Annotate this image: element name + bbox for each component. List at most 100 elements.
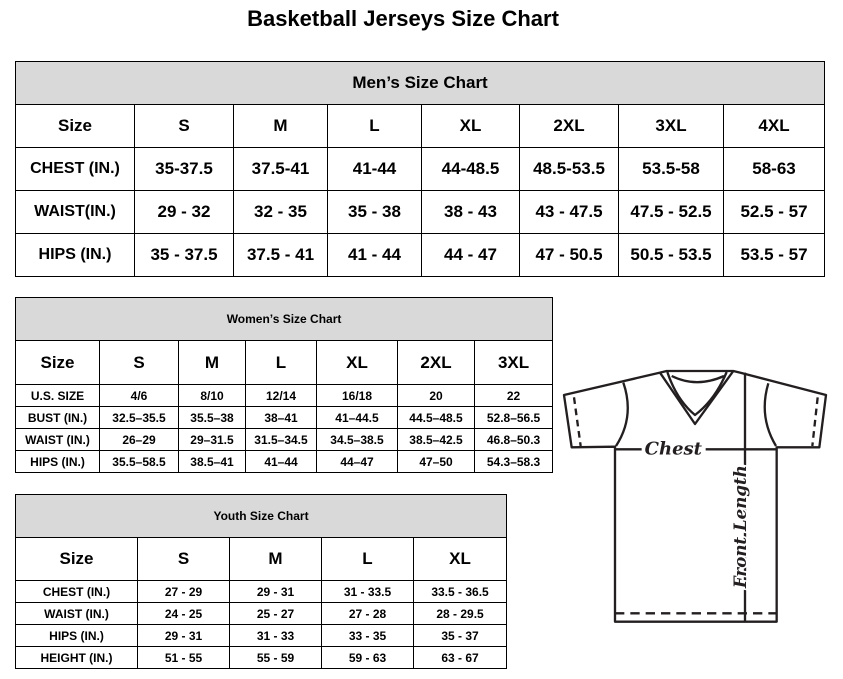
measurement-cell: 38.5–42.5 bbox=[397, 428, 475, 451]
measurement-cell: 59 - 63 bbox=[321, 646, 414, 669]
size-header-cell: L bbox=[321, 537, 414, 581]
measurement-cell: 35 - 37.5 bbox=[134, 233, 234, 277]
men-chart-heading: Men’s Size Chart bbox=[14, 61, 826, 105]
measurement-cell: 35.5–38 bbox=[178, 406, 246, 429]
collar-outer bbox=[659, 370, 735, 426]
row-label-cell: HIPS (IN.) bbox=[15, 624, 138, 647]
size-header-cell: M bbox=[229, 537, 322, 581]
measurement-cell: 37.5-41 bbox=[233, 147, 328, 191]
table-row: HIPS (IN.) 35 - 37.5 37.5 - 41 41 - 44 44 - … bbox=[15, 233, 826, 277]
size-header-cell: L bbox=[327, 104, 422, 148]
measurement-cell: 53.5 - 57 bbox=[722, 233, 826, 277]
right-armhole bbox=[763, 382, 777, 447]
row-label-cell: WAIST (IN.) bbox=[15, 428, 100, 451]
size-header-cell: 3XL bbox=[618, 104, 724, 148]
women-chart-heading: Women’s Size Chart bbox=[14, 297, 554, 341]
measurement-cell: 48.5-53.5 bbox=[519, 147, 619, 191]
measurement-cell: 29–31.5 bbox=[178, 428, 246, 451]
size-header-cell: 2XL bbox=[519, 104, 619, 148]
table-row: HIPS (IN.) 29 - 31 31 - 33 33 - 35 35 - 37 bbox=[15, 624, 508, 647]
table-row: HEIGHT (IN.) 51 - 55 55 - 59 59 - 63 63 - 67 bbox=[15, 646, 508, 669]
youth-heading-row: Youth Size Chart bbox=[14, 494, 508, 538]
measurement-cell: 16/18 bbox=[316, 384, 398, 407]
left-armhole bbox=[615, 382, 629, 447]
measurement-cell: 20 bbox=[397, 384, 475, 407]
collar-band bbox=[671, 374, 725, 384]
measurement-cell: 50.5 - 53.5 bbox=[618, 233, 724, 277]
measurement-cell: 27 - 29 bbox=[137, 580, 230, 603]
measurement-cell: 31 - 33.5 bbox=[321, 580, 414, 603]
table-row: CHEST (IN.) 35-37.5 37.5-41 41-44 44-48.5 48.… bbox=[15, 147, 826, 191]
measurement-cell: 37.5 - 41 bbox=[233, 233, 328, 277]
measurement-cell: 58-63 bbox=[722, 147, 826, 191]
measurement-cell: 47–50 bbox=[397, 450, 475, 473]
size-header-cell: 4XL bbox=[722, 104, 826, 148]
measurement-cell: 44 - 47 bbox=[421, 233, 520, 277]
row-label-cell: HIPS (IN.) bbox=[15, 233, 135, 277]
measurement-cell: 41 - 44 bbox=[327, 233, 422, 277]
measurement-cell: 54.3–58.3 bbox=[473, 450, 554, 473]
measurement-cell: 47.5 - 52.5 bbox=[618, 190, 724, 234]
row-label-cell: CHEST (IN.) bbox=[15, 580, 138, 603]
mens-size-table: Men’s Size Chart Size S M L XL 2XL 3XL 4XL CHEST … bbox=[14, 61, 826, 277]
measurement-cell: 55 - 59 bbox=[229, 646, 322, 669]
measurement-cell: 8/10 bbox=[178, 384, 246, 407]
measurement-cell: 43 - 47.5 bbox=[519, 190, 619, 234]
measurement-cell: 32 - 35 bbox=[233, 190, 328, 234]
size-label-cell: Size bbox=[15, 104, 135, 148]
men-size-row: Size S M L XL 2XL 3XL 4XL bbox=[15, 104, 826, 148]
table-row: WAIST (IN.) 26–29 29–31.5 31.5–34.5 34.5–38.… bbox=[15, 428, 554, 451]
measurement-cell: 25 - 27 bbox=[229, 602, 322, 625]
measurement-cell: 12/14 bbox=[245, 384, 317, 407]
measurement-cell: 26–29 bbox=[99, 428, 179, 451]
size-header-cell: 3XL bbox=[473, 340, 554, 385]
measurement-cell: 27 - 28 bbox=[321, 602, 414, 625]
table-row: HIPS (IN.) 35.5–58.5 38.5–41 41–44 44–47 47–5… bbox=[15, 450, 554, 473]
front-length-label: Front Length bbox=[730, 465, 750, 589]
measurement-cell: 38–41 bbox=[245, 406, 317, 429]
measurement-cell: 33.5 - 36.5 bbox=[412, 580, 508, 603]
row-label-cell: CHEST (IN.) bbox=[15, 147, 135, 191]
table-row: WAIST (IN.) 24 - 25 25 - 27 27 - 28 28 - 29.… bbox=[15, 602, 508, 625]
measurement-cell: 35-37.5 bbox=[134, 147, 234, 191]
size-header-cell: S bbox=[137, 537, 230, 581]
row-label-cell: BUST (IN.) bbox=[15, 406, 100, 429]
measurement-cell: 44.5–48.5 bbox=[397, 406, 475, 429]
measurement-cell: 47 - 50.5 bbox=[519, 233, 619, 277]
size-header-cell: XL bbox=[412, 537, 508, 581]
shirt-outline bbox=[562, 369, 828, 623]
measurement-cell: 34.5–38.5 bbox=[316, 428, 398, 451]
measurement-cell: 53.5-58 bbox=[618, 147, 724, 191]
size-header-cell: 2XL bbox=[397, 340, 475, 385]
measurement-cell: 29 - 32 bbox=[134, 190, 234, 234]
measurement-cell: 63 - 67 bbox=[412, 646, 508, 669]
size-header-cell: L bbox=[245, 340, 317, 385]
measurement-cell: 22 bbox=[473, 384, 554, 407]
table-row: U.S. SIZE 4/6 8/10 12/14 16/18 20 22 bbox=[15, 384, 554, 407]
measurement-cell: 28 - 29.5 bbox=[412, 602, 508, 625]
measurement-cell: 29 - 31 bbox=[229, 580, 322, 603]
size-header-cell: XL bbox=[421, 104, 520, 148]
size-label-cell: Size bbox=[15, 340, 100, 385]
size-header-cell: S bbox=[134, 104, 234, 148]
men-heading-row: Men’s Size Chart bbox=[14, 61, 826, 105]
measurement-cell: 46.8–50.3 bbox=[473, 428, 554, 451]
measurement-cell: 41-44 bbox=[327, 147, 422, 191]
size-header-cell: XL bbox=[316, 340, 398, 385]
measurement-cell: 38.5–41 bbox=[178, 450, 246, 473]
measurement-cell: 4/6 bbox=[99, 384, 179, 407]
measurement-cell: 29 - 31 bbox=[137, 624, 230, 647]
row-label-cell: WAIST(IN.) bbox=[15, 190, 135, 234]
size-header-cell: M bbox=[233, 104, 328, 148]
chest-label: Chest bbox=[645, 438, 703, 459]
measurement-cell: 41–44 bbox=[245, 450, 317, 473]
measurement-cell: 44–47 bbox=[316, 450, 398, 473]
row-label-cell: U.S. SIZE bbox=[15, 384, 100, 407]
women-heading-row: Women’s Size Chart bbox=[14, 297, 554, 341]
measurement-cell: 33 - 35 bbox=[321, 624, 414, 647]
table-row: CHEST (IN.) 27 - 29 29 - 31 31 - 33.5 33.5 -… bbox=[15, 580, 508, 603]
left-sleeve-seam bbox=[572, 397, 582, 447]
youth-size-row: Size S M L XL bbox=[15, 537, 508, 581]
youth-chart-heading: Youth Size Chart bbox=[14, 494, 508, 538]
collar-inner bbox=[666, 371, 728, 417]
